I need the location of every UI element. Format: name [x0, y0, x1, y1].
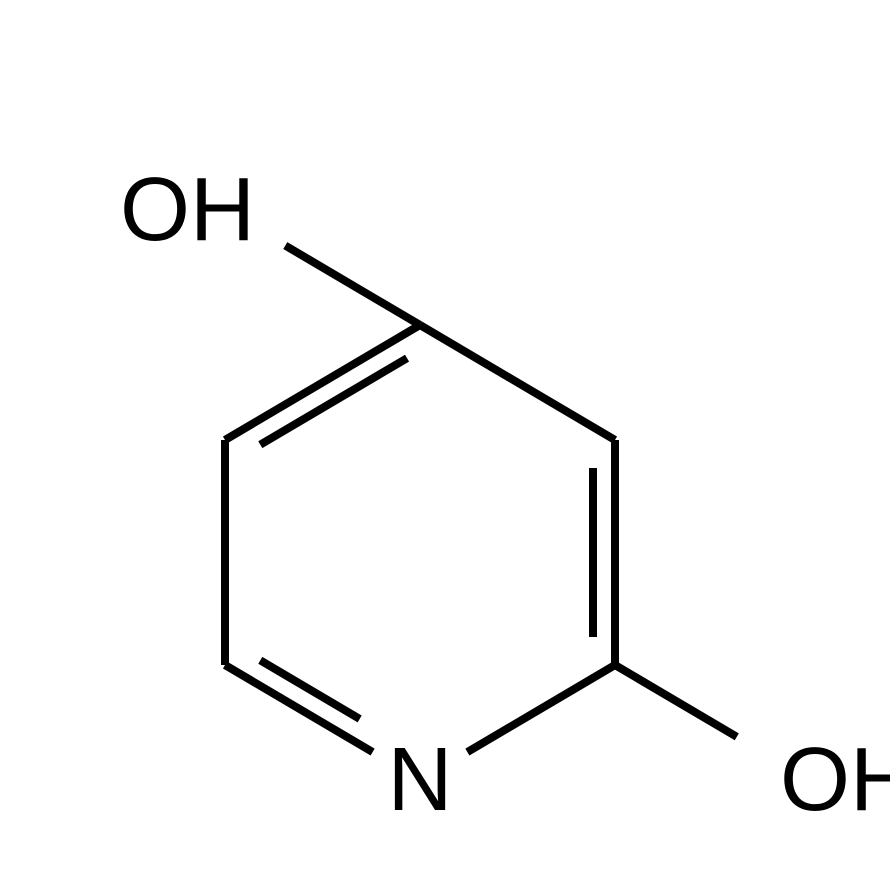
atom-label-o2: OH — [780, 735, 890, 825]
structure-canvas: N OH OH — [0, 0, 890, 890]
atom-label-n: N — [388, 735, 453, 825]
atom-label-o4: OH — [120, 165, 255, 255]
